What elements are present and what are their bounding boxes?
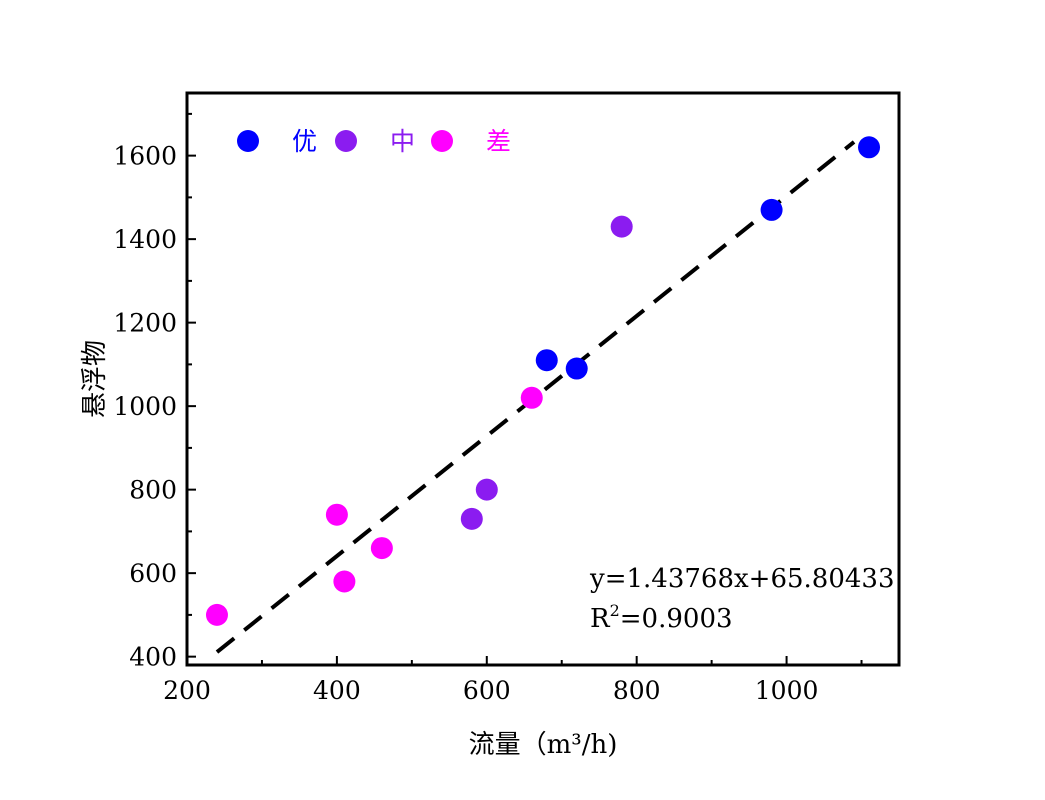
- y-tick-label: 800: [129, 476, 177, 505]
- legend: 优中差: [237, 127, 511, 156]
- legend-label-2: 差: [486, 127, 511, 156]
- r-squared-superscript: 2: [610, 601, 620, 620]
- plot-area-frame: [185, 91, 901, 667]
- fit-equation-label: y=1.43768x+65.80433: [589, 564, 895, 594]
- x-axis-title: 流量（m³/h): [469, 730, 618, 760]
- regression-fit-line: [215, 140, 856, 654]
- data-point-series-2: [370, 537, 393, 560]
- x-tick-label: 400: [313, 676, 361, 705]
- data-point-series-1: [475, 478, 498, 501]
- legend-label-1: 中: [390, 127, 415, 156]
- r-squared-prefix: R: [590, 604, 611, 634]
- y-tick-label: 1600: [113, 142, 177, 171]
- r-squared-label: R2=0.9003: [590, 601, 733, 634]
- y-tick-label: 1200: [113, 309, 177, 338]
- legend-marker-0: [237, 130, 259, 152]
- data-points-layer: [205, 136, 881, 626]
- y-tick-label: 600: [129, 559, 177, 588]
- y-tick-label: 1000: [113, 392, 177, 421]
- data-point-series-0: [760, 198, 783, 221]
- x-tick-label: 200: [163, 676, 211, 705]
- data-point-series-1: [610, 215, 633, 238]
- data-point-series-2: [333, 570, 356, 593]
- fit-line-layer: [215, 140, 856, 654]
- data-point-series-2: [325, 503, 348, 526]
- y-tick-label: 1400: [113, 225, 177, 254]
- x-tick-label: 600: [463, 676, 511, 705]
- legend-marker-2: [431, 130, 453, 152]
- y-axis-title: 悬浮物: [80, 340, 110, 418]
- x-tick-label: 1000: [755, 676, 819, 705]
- x-tick-label: 800: [613, 676, 661, 705]
- data-point-series-2: [205, 603, 228, 626]
- r-squared-value: =0.9003: [620, 604, 733, 634]
- data-point-series-0: [535, 349, 558, 372]
- legend-label-0: 优: [292, 127, 317, 156]
- data-point-series-0: [565, 357, 588, 380]
- axis-ticks-layer: 200 400 600 800 1000 400 600 800 1000 1200 1400 160…: [113, 112, 863, 705]
- data-point-series-0: [858, 136, 881, 159]
- data-point-series-2: [520, 386, 543, 409]
- data-point-series-1: [460, 507, 483, 530]
- legend-marker-1: [335, 130, 357, 152]
- y-tick-label: 400: [129, 643, 177, 672]
